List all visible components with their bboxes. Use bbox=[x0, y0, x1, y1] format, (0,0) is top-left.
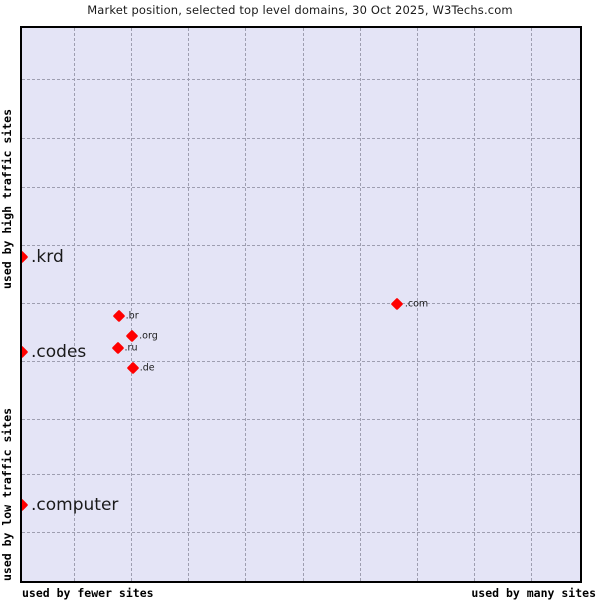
gridline-vertical bbox=[245, 28, 246, 581]
gridline-vertical bbox=[417, 28, 418, 581]
data-point-label: .br bbox=[125, 310, 139, 322]
gridline-horizontal bbox=[22, 474, 580, 475]
gridline-horizontal bbox=[22, 419, 580, 420]
data-point-label: .ru bbox=[124, 342, 138, 354]
gridline-vertical bbox=[360, 28, 361, 581]
plot-area: .com .br .org .ru .de .krd .codes .computer bbox=[20, 26, 582, 583]
data-point-label: .codes bbox=[31, 341, 87, 362]
gridline-vertical bbox=[131, 28, 132, 581]
gridline-horizontal bbox=[22, 138, 580, 139]
data-point-marker[interactable] bbox=[125, 329, 139, 343]
data-point-marker[interactable] bbox=[126, 361, 140, 375]
data-point-marker[interactable] bbox=[112, 309, 126, 323]
gridline-vertical bbox=[303, 28, 304, 581]
data-point-label: .computer bbox=[31, 494, 119, 515]
gridline-horizontal bbox=[22, 303, 580, 304]
gridline-horizontal bbox=[22, 532, 580, 533]
chart-title: Market position, selected top level doma… bbox=[87, 3, 513, 17]
gridline-vertical bbox=[188, 28, 189, 581]
data-point-marker[interactable] bbox=[22, 250, 29, 264]
data-point-label: .org bbox=[139, 330, 158, 342]
data-point-label: .com bbox=[404, 298, 429, 310]
gridline-horizontal bbox=[22, 187, 580, 188]
data-point-label: .krd bbox=[31, 246, 64, 267]
x-axis-label-many: used by many sites bbox=[471, 586, 596, 600]
gridline-horizontal bbox=[22, 245, 580, 246]
x-axis-label-fewer: used by fewer sites bbox=[22, 586, 154, 600]
data-point-marker[interactable] bbox=[22, 345, 29, 358]
gridline-vertical bbox=[74, 28, 75, 581]
data-point-label: .de bbox=[139, 362, 155, 374]
y-axis-label-low: used by low traffic sites bbox=[0, 407, 14, 581]
data-point-marker[interactable] bbox=[390, 297, 404, 311]
gridline-horizontal bbox=[22, 79, 580, 80]
data-point-marker[interactable] bbox=[111, 341, 124, 355]
data-point-marker[interactable] bbox=[22, 498, 29, 512]
gridline-vertical bbox=[474, 28, 475, 581]
y-axis-label-high: used by high traffic sites bbox=[0, 108, 14, 289]
gridline-horizontal bbox=[22, 361, 580, 362]
gridline-vertical bbox=[531, 28, 532, 581]
